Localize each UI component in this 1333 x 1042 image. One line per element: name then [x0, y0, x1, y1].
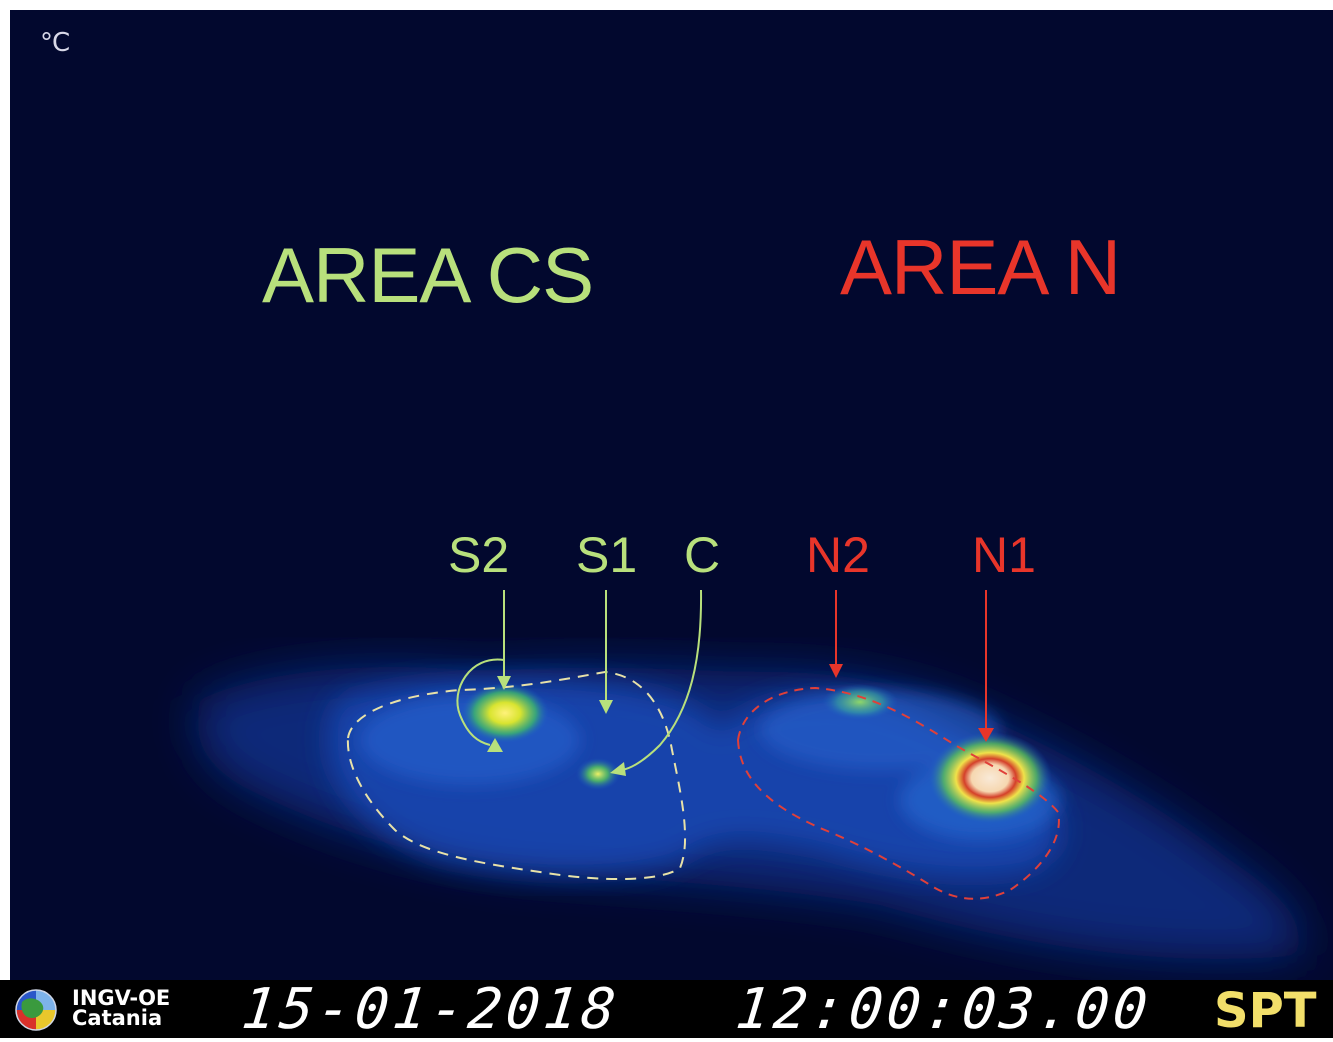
hotspot-c [576, 758, 620, 790]
arrowhead-c [610, 762, 626, 776]
ingv-globe-icon [15, 989, 57, 1031]
temperature-unit-label: °C [40, 28, 70, 58]
arrowhead-s1 [599, 700, 613, 714]
area-n-label: AREA N [840, 223, 1121, 311]
vent-label-c: C [684, 527, 721, 583]
vent-label-s2: S2 [448, 527, 510, 583]
capture-time: 12:00:03.00 [732, 977, 1155, 1042]
area-cs-label: AREA CS [262, 231, 594, 319]
station-code: SPT [1214, 983, 1317, 1039]
timestamp-bar: INGV-OE Catania 15-01-2018 12:00:03.00 S… [0, 977, 1333, 1042]
organization-name: INGV-OE [72, 986, 171, 1010]
hotspot-s2 [461, 683, 549, 743]
organization-city: Catania [72, 1006, 163, 1030]
vent-label-n1: N1 [972, 527, 1036, 583]
vent-label-n2: N2 [806, 527, 870, 583]
hotspot-n2 [822, 684, 898, 720]
vent-label-s1: S1 [576, 527, 638, 583]
arrowhead-s2-loop [487, 738, 503, 752]
capture-date: 15-01-2018 [238, 977, 623, 1042]
hotspot-n1 [928, 732, 1052, 824]
area-cs-outline [346, 670, 687, 881]
arrow-s2-loop [456, 658, 505, 746]
area-n-outline [736, 686, 1060, 900]
arrowhead-n2 [829, 664, 843, 678]
arrow-c [621, 589, 703, 771]
organization-label: INGV-OE Catania [72, 986, 171, 1030]
arrowhead-s2 [497, 676, 511, 690]
arrowhead-n1 [978, 728, 994, 742]
